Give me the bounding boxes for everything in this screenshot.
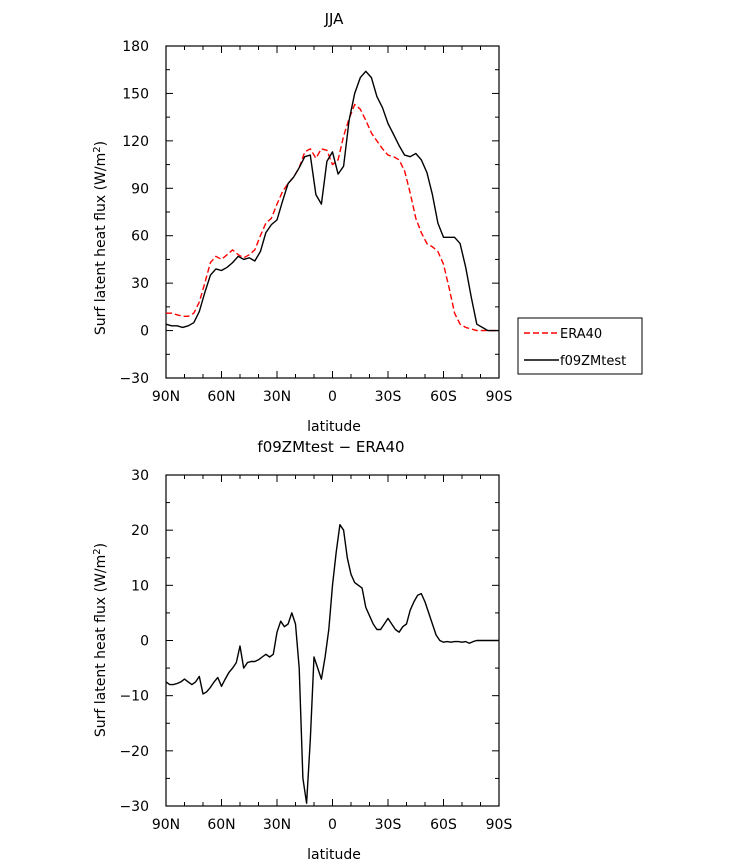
x-tick-label: 90S (486, 389, 513, 405)
legend: ERA40 f09ZMtest (517, 317, 643, 375)
x-tick-label: 0 (328, 389, 337, 405)
y-axis-label-tail: ) (93, 141, 109, 146)
legend-label-era40: ERA40 (560, 327, 602, 342)
y-tick-label: 90 (131, 181, 149, 197)
x-tick-label: 90S (486, 817, 513, 833)
legend-box (517, 317, 643, 375)
y-tick-label: 120 (122, 134, 149, 150)
x-tick-label: 30S (375, 389, 402, 405)
plot-area: 90N 60N 30N 0 30S 60S 90S −30 0 30 60 90 120 150 180 (119, 39, 512, 405)
y-axis-label-main: Surf latent heat flux (W/m (93, 555, 109, 737)
y-tick-label: 20 (131, 523, 149, 539)
y-axis-label-sup: 2 (92, 548, 103, 554)
chart-title: JJA (324, 10, 345, 28)
x-tick-label: 30S (375, 817, 402, 833)
series-line-era40 (166, 103, 499, 332)
x-tick-label: 60N (207, 389, 235, 405)
series-line-0 (165, 524, 499, 804)
y-tick-label: 60 (131, 229, 149, 245)
plot-area: 90N 60N 30N 0 30S 60S 90S −30 −20 −10 0 10 20 30 (119, 468, 512, 833)
x-tick-label: 60S (430, 817, 457, 833)
y-tick-label: 180 (122, 39, 149, 55)
y-tick-label: 30 (131, 468, 149, 484)
svg-text:Surf latent heat flux (W/m2): Surf latent heat flux (W/m2) (92, 141, 110, 335)
plot-frame (165, 45, 500, 379)
y-axis-label: Surf latent heat flux (W/m2) (92, 543, 110, 737)
y-tick-label: 10 (131, 578, 149, 594)
plot-frame (165, 474, 500, 807)
y-tick-label: 0 (140, 634, 149, 650)
x-tick-label: 90N (152, 817, 180, 833)
series-line-f09zmtest (165, 70, 499, 332)
y-axis-label-sup: 2 (92, 146, 103, 152)
x-tick-label: 30N (263, 817, 291, 833)
x-axis-label: latitude (307, 847, 361, 863)
x-axis-label: latitude (307, 419, 361, 435)
x-tick-label: 60N (207, 817, 235, 833)
y-axis-label-tail: ) (93, 543, 109, 548)
legend-label-f09zmtest: f09ZMtest (560, 354, 626, 369)
x-tick-label: 60S (430, 389, 457, 405)
y-tick-label: 30 (131, 276, 149, 292)
y-tick-label: −20 (119, 744, 149, 760)
x-tick-label: 0 (328, 817, 337, 833)
svg-text:Surf latent heat flux (W/m2): Surf latent heat flux (W/m2) (92, 543, 110, 737)
x-tick-label: 30N (263, 389, 291, 405)
y-axis-label: Surf latent heat flux (W/m2) (92, 141, 110, 335)
panel-difference: f09ZMtest − ERA40 Surf latent heat flux … (92, 438, 513, 863)
y-tick-label: 0 (140, 324, 149, 340)
chart-title: f09ZMtest − ERA40 (257, 438, 404, 456)
panel-jja: JJA Surf latent heat flux (W/m2) latitud… (92, 10, 643, 435)
y-tick-label: 150 (122, 86, 149, 102)
y-axis-label-main: Surf latent heat flux (W/m (93, 153, 109, 335)
y-tick-label: −30 (119, 799, 149, 815)
y-tick-label: −10 (119, 689, 149, 705)
y-tick-label: −30 (119, 371, 149, 387)
x-tick-label: 90N (152, 389, 180, 405)
